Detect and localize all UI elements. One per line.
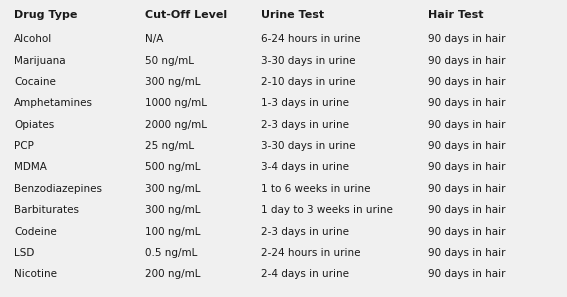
Text: Urine Test: Urine Test [261, 10, 324, 20]
Text: PCP: PCP [14, 141, 34, 151]
Text: 90 days in hair: 90 days in hair [428, 34, 506, 44]
Text: Hair Test: Hair Test [428, 10, 484, 20]
Text: 2-10 days in urine: 2-10 days in urine [261, 77, 356, 87]
Text: LSD: LSD [14, 248, 35, 258]
Text: 2-24 hours in urine: 2-24 hours in urine [261, 248, 360, 258]
Text: 90 days in hair: 90 days in hair [428, 162, 506, 173]
Text: 300 ng/mL: 300 ng/mL [145, 184, 200, 194]
Text: 1 day to 3 weeks in urine: 1 day to 3 weeks in urine [261, 205, 393, 215]
Text: Benzodiazepines: Benzodiazepines [14, 184, 102, 194]
Text: Cocaine: Cocaine [14, 77, 56, 87]
Text: N/A: N/A [145, 34, 163, 44]
Text: Nicotine: Nicotine [14, 269, 57, 279]
Text: 90 days in hair: 90 days in hair [428, 56, 506, 66]
Text: 2-3 days in urine: 2-3 days in urine [261, 227, 349, 237]
Text: 25 ng/mL: 25 ng/mL [145, 141, 194, 151]
Text: 3-30 days in urine: 3-30 days in urine [261, 56, 356, 66]
Text: Codeine: Codeine [14, 227, 57, 237]
Text: 3-30 days in urine: 3-30 days in urine [261, 141, 356, 151]
Text: Drug Type: Drug Type [14, 10, 78, 20]
Text: 300 ng/mL: 300 ng/mL [145, 77, 200, 87]
Text: 0.5 ng/mL: 0.5 ng/mL [145, 248, 197, 258]
Text: 90 days in hair: 90 days in hair [428, 77, 506, 87]
Text: 90 days in hair: 90 days in hair [428, 184, 506, 194]
Text: 90 days in hair: 90 days in hair [428, 248, 506, 258]
Text: 90 days in hair: 90 days in hair [428, 98, 506, 108]
Text: Cut-Off Level: Cut-Off Level [145, 10, 227, 20]
Text: 1000 ng/mL: 1000 ng/mL [145, 98, 206, 108]
Text: 6-24 hours in urine: 6-24 hours in urine [261, 34, 360, 44]
Text: 90 days in hair: 90 days in hair [428, 227, 506, 237]
Text: Marijuana: Marijuana [14, 56, 66, 66]
Text: 2-4 days in urine: 2-4 days in urine [261, 269, 349, 279]
Text: MDMA: MDMA [14, 162, 47, 173]
Text: Opiates: Opiates [14, 120, 54, 130]
Text: 100 ng/mL: 100 ng/mL [145, 227, 200, 237]
Text: 500 ng/mL: 500 ng/mL [145, 162, 200, 173]
Text: 50 ng/mL: 50 ng/mL [145, 56, 193, 66]
Text: 90 days in hair: 90 days in hair [428, 120, 506, 130]
Text: 1-3 days in urine: 1-3 days in urine [261, 98, 349, 108]
Text: Barbiturates: Barbiturates [14, 205, 79, 215]
Text: 90 days in hair: 90 days in hair [428, 269, 506, 279]
Text: Amphetamines: Amphetamines [14, 98, 93, 108]
Text: 3-4 days in urine: 3-4 days in urine [261, 162, 349, 173]
Text: 90 days in hair: 90 days in hair [428, 205, 506, 215]
Text: 2000 ng/mL: 2000 ng/mL [145, 120, 206, 130]
Text: 2-3 days in urine: 2-3 days in urine [261, 120, 349, 130]
Text: Alcohol: Alcohol [14, 34, 52, 44]
Text: 90 days in hair: 90 days in hair [428, 141, 506, 151]
Text: 200 ng/mL: 200 ng/mL [145, 269, 200, 279]
Text: 300 ng/mL: 300 ng/mL [145, 205, 200, 215]
Text: 1 to 6 weeks in urine: 1 to 6 weeks in urine [261, 184, 370, 194]
